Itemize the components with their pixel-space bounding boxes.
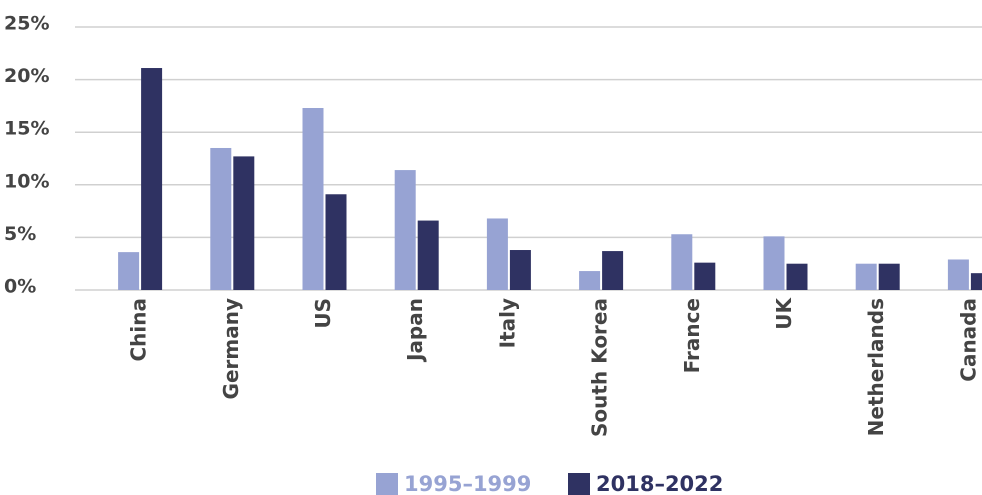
bar [302, 108, 324, 290]
legend-swatch [568, 473, 590, 495]
x-tick-label: China [127, 298, 151, 362]
bar [417, 220, 439, 290]
bar [671, 234, 693, 290]
bar [118, 252, 140, 290]
x-tick-label: Germany [219, 298, 243, 399]
x-tick-label: Canada [956, 298, 980, 382]
y-tick-label: 20% [4, 65, 49, 87]
bar [855, 263, 877, 290]
bar [786, 263, 808, 290]
legend-label: 2018–2022 [596, 472, 723, 495]
bar [763, 236, 785, 290]
y-tick-label: 15% [4, 118, 49, 140]
bar [141, 68, 163, 290]
bar [325, 194, 347, 290]
x-tick-label: South Korea [588, 298, 612, 437]
x-tick-label: Netherlands [864, 298, 888, 436]
bar [694, 262, 716, 290]
y-tick-label: 0% [4, 276, 36, 298]
x-tick-label: US [311, 298, 335, 329]
bar [579, 271, 601, 290]
y-tick-label: 5% [4, 223, 36, 245]
bar [486, 218, 508, 290]
bar [509, 250, 531, 290]
x-tick-label: UK [772, 297, 796, 330]
legend-label: 1995–1999 [404, 472, 531, 495]
y-tick-label: 25% [4, 13, 49, 35]
x-tick-label: France [680, 298, 704, 373]
bar [878, 263, 900, 290]
bar [947, 259, 969, 290]
x-tick-label: Italy [495, 298, 519, 348]
bar [394, 170, 416, 290]
legend-swatch [376, 473, 398, 495]
bar [970, 273, 982, 290]
bar [210, 147, 232, 290]
bar [233, 156, 255, 290]
bar [602, 251, 624, 290]
y-tick-label: 10% [4, 170, 49, 192]
x-tick-label: Japan [403, 298, 427, 363]
